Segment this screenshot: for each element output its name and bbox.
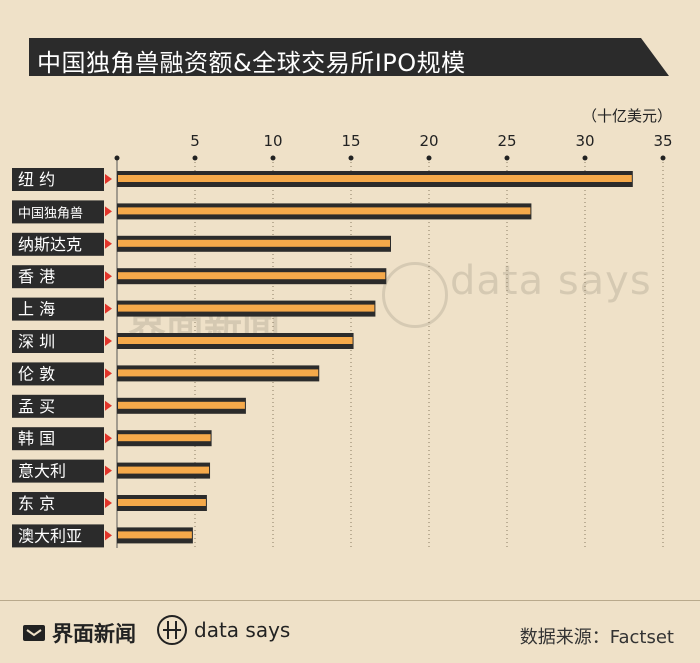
x-tick-label: 5 [190, 132, 200, 150]
category-label-box [12, 330, 104, 353]
source-label: 数据来源：Factset [519, 627, 674, 648]
title-banner-shape [29, 38, 669, 76]
category-label: 香 港 [18, 267, 55, 286]
bar [118, 175, 632, 182]
bar [118, 239, 390, 247]
category-label-box [12, 524, 104, 548]
bar [118, 499, 206, 506]
category-marker [105, 530, 112, 541]
category-label: 孟 买 [18, 397, 55, 416]
bar [118, 207, 531, 215]
category-label: 纳斯达克 [18, 235, 82, 254]
tick-dot-30 [582, 155, 588, 161]
category-marker [105, 433, 112, 444]
bar [118, 434, 211, 442]
jiemian-logo-icon [23, 625, 45, 641]
category-label: 中国独角兽 [18, 206, 83, 221]
bar [118, 337, 353, 344]
category-label-box [12, 459, 104, 483]
axis-dot-0 [114, 155, 120, 161]
bar [118, 531, 192, 539]
category-label: 韩 国 [18, 429, 55, 448]
category-label-box [12, 362, 104, 386]
title-bar: 中国独角兽融资额&全球交易所IPO规模 [29, 38, 669, 77]
category-label-box [12, 200, 104, 224]
bar [118, 369, 319, 377]
category-label-box [12, 492, 104, 515]
category-marker [105, 465, 112, 476]
category-marker [105, 303, 112, 314]
bar [118, 466, 210, 474]
category-marker [105, 368, 112, 379]
x-tick-label: 30 [575, 132, 594, 150]
tick-dot-35 [660, 155, 666, 161]
bar [118, 272, 386, 280]
category-marker [105, 238, 112, 249]
bar [118, 304, 375, 312]
category-label-box [12, 394, 104, 418]
tick-dot-5 [192, 155, 198, 161]
category-marker [105, 174, 112, 184]
tick-dot-25 [504, 155, 510, 161]
category-label: 伦 敦 [18, 364, 55, 383]
category-label: 澳大利亚 [18, 526, 82, 545]
footer-brand-logo: 界面新闻 [22, 618, 136, 648]
x-tick-label: 35 [653, 132, 672, 150]
category-label-box [12, 232, 104, 256]
tick-dot-15 [348, 155, 354, 161]
tick-dot-20 [426, 155, 432, 161]
x-tick-label: 20 [419, 132, 438, 150]
x-tick-label: 25 [497, 132, 516, 150]
category-marker [105, 400, 112, 411]
category-label: 纽 约 [18, 170, 55, 189]
category-label: 东 京 [18, 494, 55, 513]
footer-divider [0, 600, 700, 601]
category-label: 深 圳 [18, 332, 55, 351]
footer-brand-name: 界面新闻 [52, 622, 136, 646]
category-label-box [12, 427, 104, 451]
data-says-icon [157, 615, 187, 645]
category-label: 意大利 [18, 462, 66, 481]
unit-label: （十亿美元） [581, 107, 672, 125]
data-says-label: data says [194, 618, 291, 642]
category-label: 上 海 [18, 300, 55, 319]
x-tick-label: 10 [263, 132, 282, 150]
tick-dot-10 [270, 155, 276, 161]
chart-title: 中国独角兽融资额&全球交易所IPO规模 [37, 49, 466, 77]
category-label-box [12, 297, 104, 321]
category-marker [105, 498, 112, 508]
bar [118, 401, 245, 409]
category-label-box [12, 265, 104, 289]
x-tick-label: 15 [341, 132, 360, 150]
category-label-box [12, 168, 104, 191]
category-marker [105, 336, 112, 346]
footer-data-says: data says [156, 614, 290, 646]
category-marker [105, 206, 112, 217]
category-marker [105, 271, 112, 282]
